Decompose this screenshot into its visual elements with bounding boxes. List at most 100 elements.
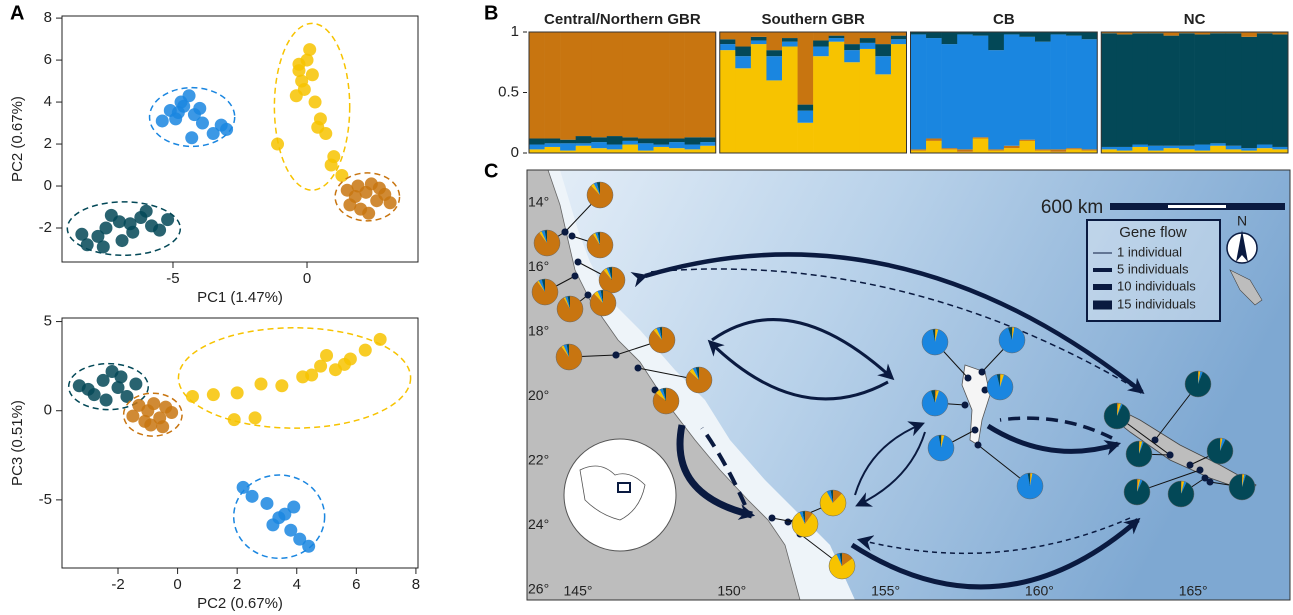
- ancestry-bar: [1272, 149, 1288, 153]
- point: [156, 420, 169, 433]
- ancestry-bar: [638, 32, 654, 138]
- point: [100, 394, 113, 407]
- ancestry-bar: [1210, 33, 1226, 143]
- ancestry-bar: [700, 137, 716, 142]
- point: [156, 114, 169, 127]
- ancestry-bar: [875, 56, 891, 74]
- ancestry-bar: [529, 32, 545, 138]
- ancestry-bar: [545, 143, 561, 147]
- point: [120, 390, 133, 403]
- ancestry-bar: [622, 137, 638, 141]
- point: [290, 89, 303, 102]
- ancestry-bar: [1241, 148, 1257, 150]
- ancestry-bar: [1272, 147, 1288, 149]
- ancestry-bar: [926, 32, 942, 38]
- ancestry-bar: [1272, 34, 1288, 147]
- legend-label: 10 individuals: [1117, 278, 1196, 293]
- point: [161, 213, 174, 226]
- ancestry-bar: [591, 32, 607, 137]
- longitude-label: 165°: [1179, 583, 1208, 599]
- point: [335, 169, 348, 182]
- x-tick-label: 6: [352, 576, 360, 593]
- ancestry-bar: [685, 32, 701, 137]
- ancestry-bar: [1051, 34, 1067, 149]
- ancestry-bar: [576, 146, 592, 153]
- ancestry-bar: [576, 32, 592, 136]
- ancestry-bar: [860, 32, 876, 38]
- panel-label: C: [484, 160, 498, 182]
- point: [228, 413, 241, 426]
- ancestry-bar: [1004, 34, 1020, 145]
- point: [275, 379, 288, 392]
- ancestry-bar: [560, 140, 576, 144]
- ancestry-bar: [685, 145, 701, 150]
- point: [207, 127, 220, 140]
- point: [147, 397, 160, 410]
- ancestry-bar: [638, 138, 654, 143]
- y-tick-label: 0.5: [498, 83, 519, 100]
- x-axis-label: PC1 (1.47%): [197, 289, 283, 306]
- ancestry-bar: [813, 47, 829, 57]
- ancestry-bar: [829, 42, 845, 153]
- point: [231, 386, 244, 399]
- point: [325, 159, 338, 172]
- point: [374, 333, 387, 346]
- ancestry-bar: [654, 145, 670, 147]
- ancestry-bar: [988, 50, 1004, 149]
- ancestry-bar: [957, 34, 973, 149]
- site-dot: [575, 259, 582, 266]
- ancestry-bar: [654, 32, 670, 138]
- ancestry-bar: [1164, 36, 1180, 146]
- ancestry-bar: [591, 137, 607, 142]
- ancestry-bar: [607, 149, 623, 153]
- ancestry-bar: [720, 39, 736, 44]
- latitude-label: 26°: [528, 581, 549, 597]
- x-axis-label: PC2 (0.67%): [197, 595, 283, 612]
- point: [153, 224, 166, 237]
- ancestry-bar: [654, 138, 670, 144]
- y-tick-label: 0: [44, 177, 52, 194]
- ancestry-bar: [829, 36, 845, 38]
- ancestry-bar: [1179, 149, 1195, 153]
- site-dot: [785, 519, 792, 526]
- point: [302, 540, 315, 553]
- ancestry-bar: [545, 147, 561, 153]
- ancestry-bar: [607, 32, 623, 136]
- ancestry-bar: [669, 138, 685, 142]
- point: [303, 43, 316, 56]
- ancestry-bar: [942, 32, 958, 44]
- ancestry-bar: [1082, 39, 1098, 149]
- point: [338, 358, 351, 371]
- site-dot: [1197, 467, 1204, 474]
- site-dot: [1167, 452, 1174, 459]
- point: [237, 481, 250, 494]
- longitude-label: 150°: [717, 583, 746, 599]
- ancestry-bar: [1101, 33, 1117, 147]
- panel-label: A: [10, 2, 24, 24]
- ancestry-bar: [973, 36, 989, 138]
- scale-bar: [1168, 205, 1226, 208]
- point: [196, 117, 209, 130]
- north-label: N: [1237, 213, 1247, 229]
- ancestry-bar: [1035, 32, 1051, 42]
- ancestry-bar: [942, 148, 958, 149]
- ancestry-bar: [782, 32, 798, 38]
- ancestry-bar: [735, 68, 751, 153]
- ancestry-bar: [654, 147, 670, 153]
- ancestry-bar: [829, 38, 845, 42]
- ancestry-bar: [529, 138, 545, 144]
- ancestry-bar: [685, 149, 701, 153]
- site-dot: [979, 369, 986, 376]
- ancestry-bar: [576, 143, 592, 145]
- point: [207, 388, 220, 401]
- y-tick-label: 1: [511, 23, 519, 40]
- ancestry-bar: [798, 123, 814, 153]
- latitude-label: 14°: [528, 194, 549, 210]
- site-dot: [962, 402, 969, 409]
- ancestry-bar: [1082, 32, 1098, 39]
- y-axis-label: PC3 (0.51%): [9, 400, 26, 486]
- point: [116, 234, 129, 247]
- ancestry-bar: [529, 145, 545, 150]
- ancestry-bar: [1179, 33, 1195, 146]
- ancestry-bar: [1257, 145, 1273, 149]
